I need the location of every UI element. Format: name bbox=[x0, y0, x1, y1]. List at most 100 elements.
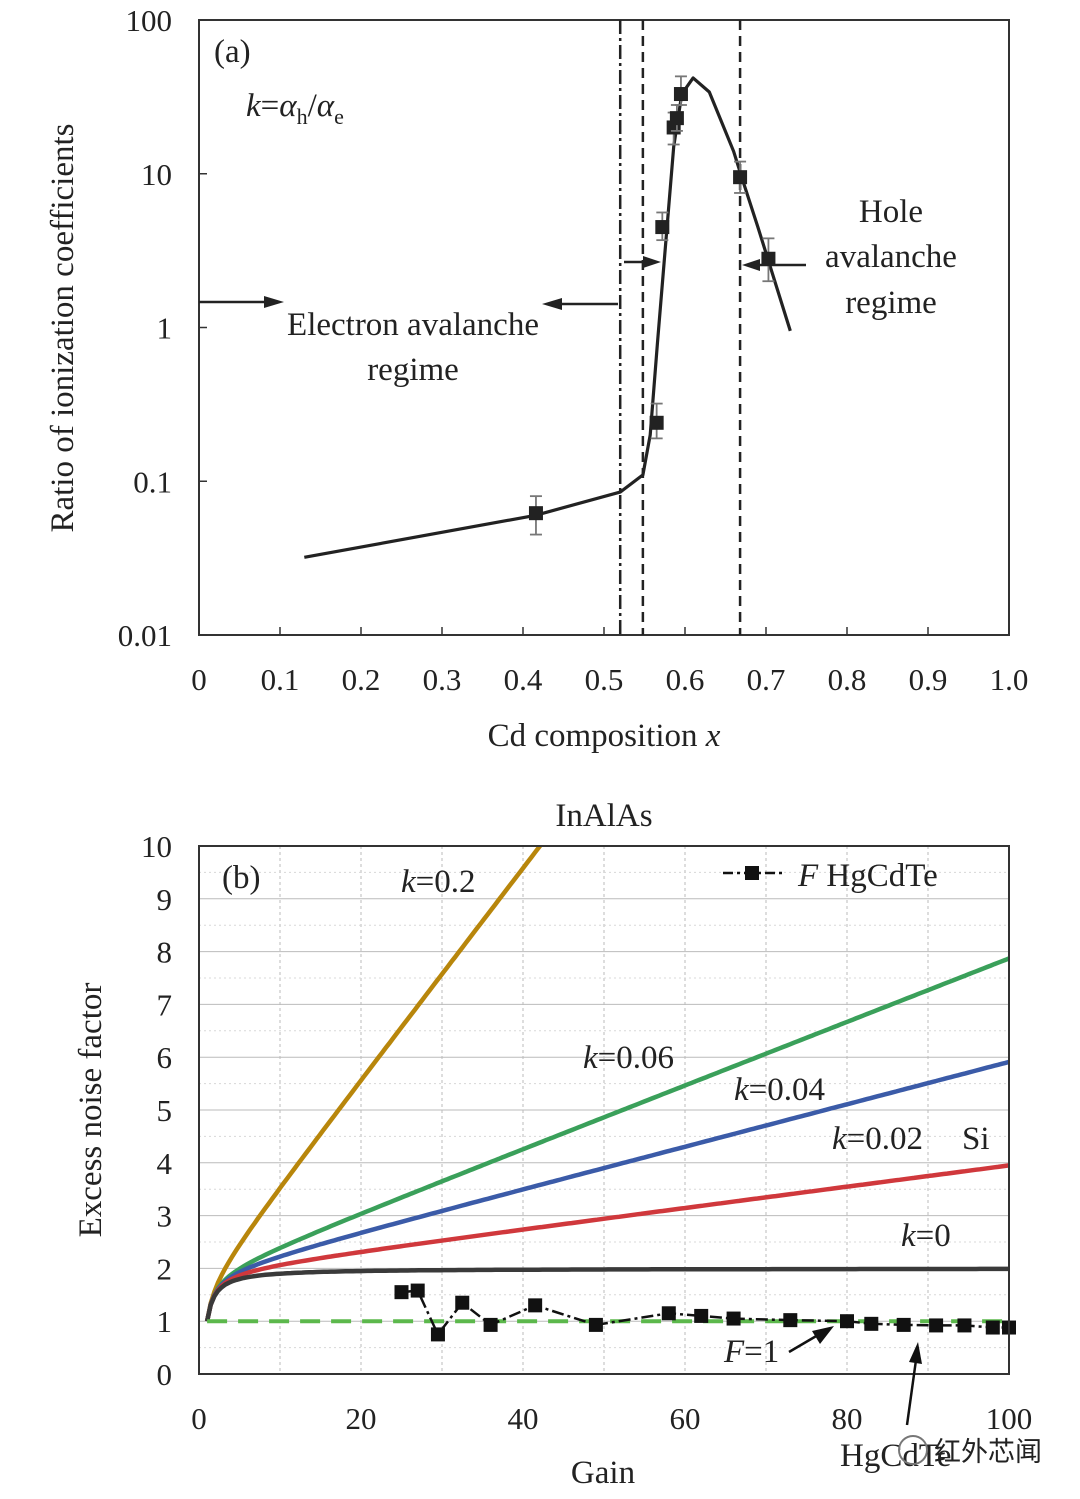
series-line-k=0.06 bbox=[204, 956, 1009, 1322]
electron-regime-label-line2: regime bbox=[367, 352, 459, 388]
hole-regime-label: Hole bbox=[859, 194, 923, 230]
hole-regime-label-line2: avalanche bbox=[825, 239, 957, 275]
x-tick-label-a: 0.5 bbox=[585, 662, 624, 697]
y-tick-label-a: 100 bbox=[126, 3, 173, 38]
series-line-k=0.02 bbox=[204, 1163, 1009, 1322]
y-tick-label-b: 7 bbox=[157, 987, 173, 1022]
chart-b-title: InAlAs bbox=[555, 798, 652, 834]
hgcdte-point bbox=[430, 1327, 445, 1342]
y-axis-label-b: Excess noise factor bbox=[73, 983, 109, 1238]
hole-arrow-head bbox=[742, 259, 760, 271]
hgcdte-arrow-label: HgCdTe bbox=[840, 1438, 951, 1474]
x-tick-label-b: 60 bbox=[670, 1401, 701, 1436]
hgcdte-point bbox=[985, 1320, 1000, 1335]
y-tick-label-b: 2 bbox=[157, 1251, 173, 1286]
f1-arrow-head bbox=[812, 1326, 834, 1344]
panel-b: InAlAs 0 20 40 60 80 100 0 1 2 3 4 5 6 7 8 9 10 (b) F H… bbox=[73, 798, 1042, 1491]
x-tick-label-a: 0.1 bbox=[261, 662, 300, 697]
legend-b: F HgCdTe bbox=[723, 858, 938, 894]
regime-boundaries bbox=[618, 20, 742, 635]
hgcdte-point bbox=[483, 1317, 498, 1332]
y-axis-ticks-a: 0.01 0.1 1 10 100 bbox=[118, 3, 207, 653]
x-axis-label-b: Gain bbox=[571, 1455, 635, 1491]
data-point bbox=[733, 170, 748, 185]
x-tick-label-b: 80 bbox=[832, 1401, 863, 1436]
hgcdte-point bbox=[661, 1306, 676, 1321]
hgcdte-arrow bbox=[905, 1359, 918, 1426]
y-axis-label-a: Ratio of ionization coefficients bbox=[45, 123, 81, 532]
hgcdte-point bbox=[588, 1317, 603, 1332]
data-point bbox=[528, 506, 543, 521]
data-point bbox=[649, 415, 664, 430]
watermark-icon bbox=[898, 1435, 928, 1465]
hgcdte-point bbox=[840, 1314, 854, 1329]
x-tick-label-b: 0 bbox=[191, 1401, 207, 1436]
panel-a-label: (a) bbox=[214, 34, 251, 70]
electron-regime-label: Electron avalanche bbox=[287, 307, 539, 343]
y-tick-label-b: 6 bbox=[157, 1040, 173, 1075]
hgcdte-point bbox=[694, 1308, 709, 1323]
x-tick-label-a: 0.9 bbox=[909, 662, 948, 697]
label-k-0.02: k=0.02 bbox=[832, 1121, 923, 1157]
legend-hgcdte-marker bbox=[745, 866, 759, 880]
y-axis-ticks-b: 0 1 2 3 4 5 6 7 8 9 10 bbox=[141, 829, 173, 1392]
series-line-k=0 bbox=[204, 1266, 1009, 1322]
k-ratio-data-points bbox=[528, 75, 776, 536]
label-k-0: k=0 bbox=[901, 1218, 951, 1254]
electron-arrow-left-head bbox=[264, 296, 284, 308]
hgcdte-point bbox=[528, 1298, 543, 1313]
hgcdte-point bbox=[455, 1295, 470, 1310]
x-tick-label-b: 20 bbox=[346, 1401, 377, 1436]
data-point bbox=[673, 87, 688, 102]
data-point bbox=[761, 251, 776, 266]
watermark: 红外芯闻 bbox=[898, 1435, 1042, 1468]
y-tick-label-b: 0 bbox=[157, 1357, 173, 1392]
panel-a: 0 0.1 0.2 0.3 0.4 0.5 0.6 0.7 0.8 0.9 1.0 0.01 0.1 1… bbox=[45, 3, 1028, 754]
x-tick-label-a: 0.6 bbox=[666, 662, 705, 697]
data-point bbox=[669, 111, 684, 126]
annotation-arrows-b bbox=[788, 1326, 922, 1426]
x-tick-label-a: 0.2 bbox=[342, 662, 381, 697]
x-tick-label-b: 100 bbox=[986, 1401, 1033, 1436]
series-line-k=0.04 bbox=[204, 1059, 1009, 1322]
transition-arrow-head bbox=[643, 256, 661, 268]
electron-arrow-right-head bbox=[542, 298, 562, 310]
y-tick-label-b: 1 bbox=[157, 1304, 173, 1339]
noise-curves bbox=[204, 846, 1009, 1322]
y-tick-label-b: 8 bbox=[157, 935, 173, 970]
hgcdte-point bbox=[394, 1285, 409, 1300]
y-tick-label-a: 0.01 bbox=[118, 618, 172, 653]
label-f-1: F=1 bbox=[723, 1334, 779, 1370]
panel-b-label: (b) bbox=[222, 860, 260, 896]
hole-regime-label-line3: regime bbox=[845, 285, 937, 321]
x-tick-label-a: 0.8 bbox=[828, 662, 867, 697]
label-k-0.04: k=0.04 bbox=[734, 1072, 825, 1108]
x-tick-label-a: 0.3 bbox=[423, 662, 462, 697]
hgcdte-point bbox=[783, 1313, 798, 1328]
x-tick-label-b: 40 bbox=[508, 1401, 539, 1436]
y-tick-label-b: 4 bbox=[157, 1146, 173, 1181]
k-ratio-curve bbox=[304, 76, 792, 559]
k-definition-label: k=αh/αe bbox=[246, 88, 344, 129]
x-axis-ticks-a: 0 0.1 0.2 0.3 0.4 0.5 0.6 0.7 0.8 0.9 1.0 bbox=[191, 627, 1028, 697]
y-tick-label-a: 10 bbox=[141, 157, 172, 192]
label-si: Si bbox=[962, 1121, 990, 1157]
y-tick-label-b: 5 bbox=[157, 1093, 173, 1128]
legend-hgcdte-label: F HgCdTe bbox=[797, 858, 938, 894]
hgcdte-point bbox=[410, 1283, 425, 1298]
hgcdte-arrow-head bbox=[909, 1342, 922, 1364]
x-axis-ticks-b: 0 20 40 60 80 100 bbox=[191, 1401, 1032, 1436]
hgcdte-point bbox=[957, 1318, 972, 1333]
y-tick-label-a: 1 bbox=[157, 311, 173, 346]
grid-b bbox=[199, 846, 1009, 1374]
f1-arrow bbox=[788, 1333, 819, 1354]
data-point bbox=[655, 220, 670, 235]
x-axis-label-a: Cd composition x bbox=[488, 718, 721, 754]
label-k-0.2: k=0.2 bbox=[401, 864, 476, 900]
regime-arrows bbox=[199, 256, 806, 310]
hgcdte-data-points bbox=[394, 1283, 1016, 1342]
y-tick-label-b: 10 bbox=[141, 829, 172, 864]
x-tick-label-a: 1.0 bbox=[990, 662, 1029, 697]
hgcdte-point bbox=[864, 1316, 879, 1331]
